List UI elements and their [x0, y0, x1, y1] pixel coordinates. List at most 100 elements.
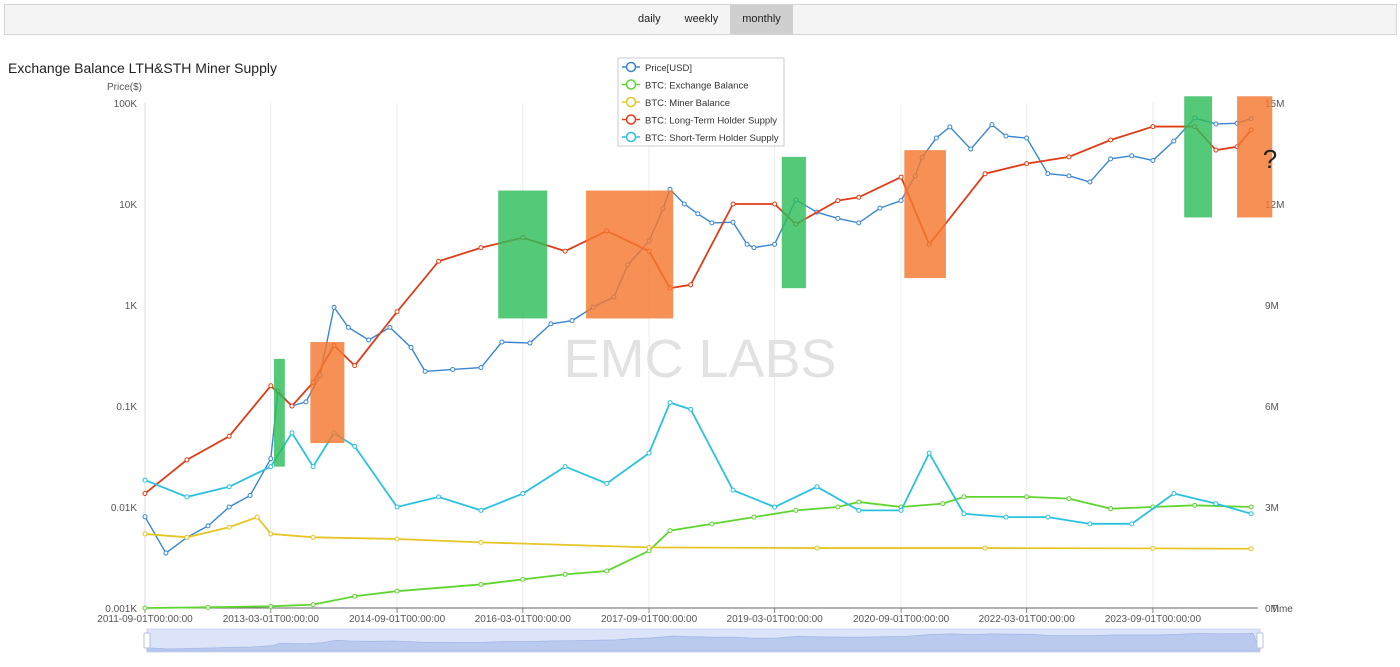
series-point [968, 146, 974, 152]
series-point [835, 504, 841, 510]
highlight-box [274, 358, 285, 467]
series-point [1003, 514, 1009, 520]
series-point [1150, 545, 1156, 551]
series-point [898, 507, 904, 513]
slider-handle-left[interactable] [143, 632, 151, 649]
series-point [331, 304, 337, 310]
highlight-box [781, 156, 806, 289]
series-point [646, 544, 652, 550]
tab-monthly[interactable]: monthly [730, 5, 793, 34]
series-point [562, 248, 568, 254]
series-line [144, 495, 1252, 609]
series-point [254, 514, 260, 520]
tab-daily[interactable]: daily [638, 13, 661, 25]
highlight-box [310, 342, 345, 444]
series-point [226, 484, 232, 490]
y-right-tick-label: 6M [1265, 402, 1279, 413]
series-point [478, 539, 484, 545]
series-point [548, 321, 554, 327]
x-tick-label: 2020-09-01T00:00:00 [853, 614, 950, 625]
x-tick-label: 2023-09-01T00:00:00 [1105, 614, 1202, 625]
series-point [1129, 153, 1135, 159]
series-point [268, 603, 274, 609]
highlight-box [1237, 96, 1273, 218]
series-point [450, 366, 456, 372]
series-point [1248, 504, 1254, 510]
series-point [933, 135, 939, 141]
series-point [345, 324, 351, 330]
watermark: EMC LABS [563, 329, 836, 389]
series-point [695, 211, 701, 217]
series-point [352, 363, 358, 369]
series-point [681, 201, 687, 207]
series-point [352, 443, 358, 449]
series-point [247, 492, 253, 498]
series-point [730, 201, 736, 207]
period-tabs: daily weekly monthly [626, 5, 793, 34]
series-point [1248, 511, 1254, 517]
series-point [226, 504, 232, 510]
series-point [352, 593, 358, 599]
y-right-tick-label: 15M [1265, 99, 1284, 110]
series-point [751, 245, 757, 251]
series-point [436, 494, 442, 500]
series-point [226, 524, 232, 530]
series-point [184, 457, 190, 463]
series-point [142, 514, 148, 520]
tab-weekly[interactable]: weekly [684, 13, 719, 25]
series-point [989, 122, 995, 128]
series-point [751, 514, 757, 520]
series-point [394, 504, 400, 510]
series-point [1192, 502, 1198, 508]
series-point [408, 344, 414, 350]
series-point [835, 215, 841, 221]
highlight-box [904, 150, 946, 279]
y-left-axis-label: Price($) [107, 82, 142, 93]
legend-swatch-marker [625, 114, 637, 125]
series-point [1171, 138, 1177, 144]
series-point [310, 602, 316, 608]
series-point [856, 220, 862, 226]
series-point [310, 464, 316, 470]
series-point [604, 480, 610, 486]
y-left-tick-label: 100K [114, 99, 138, 110]
annotation-question-mark: ? [1263, 144, 1277, 174]
x-tick-label: 2019-03-01T00:00:00 [727, 614, 824, 625]
series-point [1108, 156, 1114, 162]
time-range-slider[interactable] [143, 628, 1264, 653]
x-axis-label: Time [1271, 604, 1293, 615]
series-point [1045, 514, 1051, 520]
period-toolbar: daily weekly monthly [4, 4, 1397, 35]
series-point [394, 309, 400, 315]
series-point [730, 487, 736, 493]
y-left-tick-label: 1K [125, 301, 138, 312]
series-point [205, 604, 211, 610]
series-point [268, 456, 274, 462]
legend-entry-label: BTC: Exchange Balance [645, 81, 749, 92]
slider-handle-right[interactable] [1256, 632, 1264, 649]
series-point [184, 534, 190, 540]
series-point [1066, 173, 1072, 179]
series-point [478, 507, 484, 513]
series-point [422, 368, 428, 374]
series-point [982, 545, 988, 551]
series-point [744, 241, 750, 247]
y-left-tick-label: 0.001K [105, 604, 137, 615]
series-point [499, 339, 505, 345]
series-point [1024, 161, 1030, 167]
series-point [478, 581, 484, 587]
series-point [366, 337, 372, 343]
legend-entry-label: Price[USD] [645, 63, 692, 74]
y-left-tick-label: 0.1K [116, 402, 137, 413]
series-point [730, 219, 736, 225]
series-point [688, 406, 694, 412]
x-tick-label: 2013-03-01T00:00:00 [223, 614, 320, 625]
series-point [1213, 121, 1219, 127]
legend-box [617, 57, 785, 147]
x-tick-label: 2022-03-01T00:00:00 [979, 614, 1076, 625]
highlight-box [586, 190, 674, 319]
series-point [772, 201, 778, 207]
series-point [940, 501, 946, 507]
series-point [268, 531, 274, 537]
legend-swatch-marker [625, 131, 637, 143]
